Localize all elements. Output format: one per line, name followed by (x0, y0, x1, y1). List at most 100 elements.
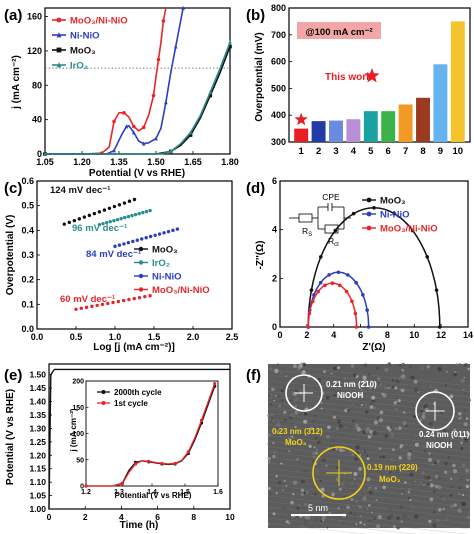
texture-dot (462, 493, 465, 497)
texture-dot (465, 447, 468, 451)
equivalent-circuit (289, 203, 351, 234)
data-point (169, 149, 173, 154)
data-point (173, 461, 177, 466)
data-point (119, 216, 123, 221)
data-point (117, 203, 122, 207)
panel-a-ylabel: j (mA cm⁻²) (11, 55, 22, 110)
lattice-fringe (267, 380, 471, 403)
texture-dot (282, 507, 285, 510)
texture-dot (368, 519, 371, 523)
texture-dot (378, 463, 381, 465)
texture-dot (356, 427, 361, 432)
y-tick-label: 400 (271, 110, 286, 120)
lattice-fringe (267, 479, 471, 502)
data-point (82, 215, 87, 219)
lattice-fringe (267, 473, 471, 497)
texture-dot (363, 523, 366, 526)
y-tick-label: 700 (271, 30, 286, 40)
bar-9 (433, 64, 448, 142)
data-point (171, 228, 175, 233)
data-point (425, 255, 430, 259)
lattice-annotation: 0.23 nm (312) (272, 427, 323, 436)
legend-label: 2000th cycle (114, 388, 162, 397)
data-point (106, 301, 110, 306)
texture-dot (445, 370, 449, 373)
lattice-fringe (267, 451, 471, 475)
texture-dot (355, 500, 358, 503)
x-tick-label: 4 (331, 330, 336, 340)
data-point (144, 209, 149, 214)
texture-dot (384, 434, 389, 439)
texture-dot (396, 516, 400, 520)
data-point (372, 205, 376, 210)
texture-dot (393, 422, 398, 427)
texture-dot (395, 407, 398, 411)
data-point (72, 218, 77, 223)
texture-dot (285, 484, 288, 487)
texture-dot (308, 444, 312, 448)
bar-7 (398, 104, 413, 142)
texture-dot (313, 446, 316, 449)
texture-dot (410, 375, 415, 380)
data-point (361, 293, 365, 297)
texture-dot (404, 468, 408, 472)
texture-dot (314, 403, 317, 406)
texture-dot (298, 364, 303, 369)
texture-dot (325, 464, 328, 468)
texture-dot (389, 471, 392, 474)
texture-dot (321, 494, 325, 498)
x-tick-label: 8 (385, 330, 390, 340)
texture-dot (446, 472, 450, 477)
lattice-fringe (267, 512, 469, 534)
data-point (107, 206, 112, 211)
texture-dot (428, 483, 432, 487)
data-point (164, 100, 168, 105)
texture-dot (442, 507, 445, 511)
texture-dot (304, 412, 308, 416)
texture-dot (366, 454, 369, 458)
texture-dot (325, 395, 330, 400)
texture-dot (304, 515, 308, 519)
legend-marker (138, 246, 144, 252)
bar-8 (416, 97, 430, 142)
texture-dot (395, 379, 400, 384)
texture-dot (446, 439, 449, 442)
texture-dot (343, 377, 346, 380)
lattice-fringe (267, 457, 471, 480)
data-point (132, 130, 136, 135)
data-point (161, 19, 166, 23)
texture-dot (396, 526, 400, 530)
legend-label: Ni-NiO (380, 210, 410, 221)
lattice-annotation: MoO₃ (379, 475, 401, 484)
x-tick-label: 2.5 (226, 332, 239, 342)
x-tick-label: 1.20 (73, 157, 91, 167)
lattice-fringe (267, 363, 471, 387)
data-point (186, 450, 190, 454)
data-point (351, 211, 356, 216)
data-point (74, 307, 78, 311)
texture-dot (288, 522, 291, 525)
x-tick-label: 2 (304, 330, 309, 340)
texture-dot (464, 468, 468, 471)
texture-dot (322, 420, 325, 423)
legend-label: IrO₂ (152, 258, 170, 269)
texture-dot (345, 419, 349, 423)
texture-dot (407, 491, 410, 494)
texture-dot (362, 375, 367, 380)
texture-dot (366, 371, 370, 374)
texture-dot (460, 501, 463, 504)
texture-dot (409, 365, 412, 368)
data-point (112, 218, 116, 223)
texture-dot (376, 381, 381, 386)
texture-dot (362, 379, 367, 384)
lattice-fringe (267, 468, 471, 491)
texture-dot (399, 506, 402, 509)
texture-dot (322, 518, 325, 522)
texture-dot (359, 521, 362, 524)
texture-dot (304, 502, 308, 506)
texture-dot (375, 408, 378, 411)
data-point (95, 303, 99, 308)
data-point (354, 325, 359, 329)
texture-dot (306, 515, 311, 520)
hrtem-image: 0.21 nm (210) NiOOH 0.24 nm (011) NiOOH 0.23… (266, 362, 472, 534)
